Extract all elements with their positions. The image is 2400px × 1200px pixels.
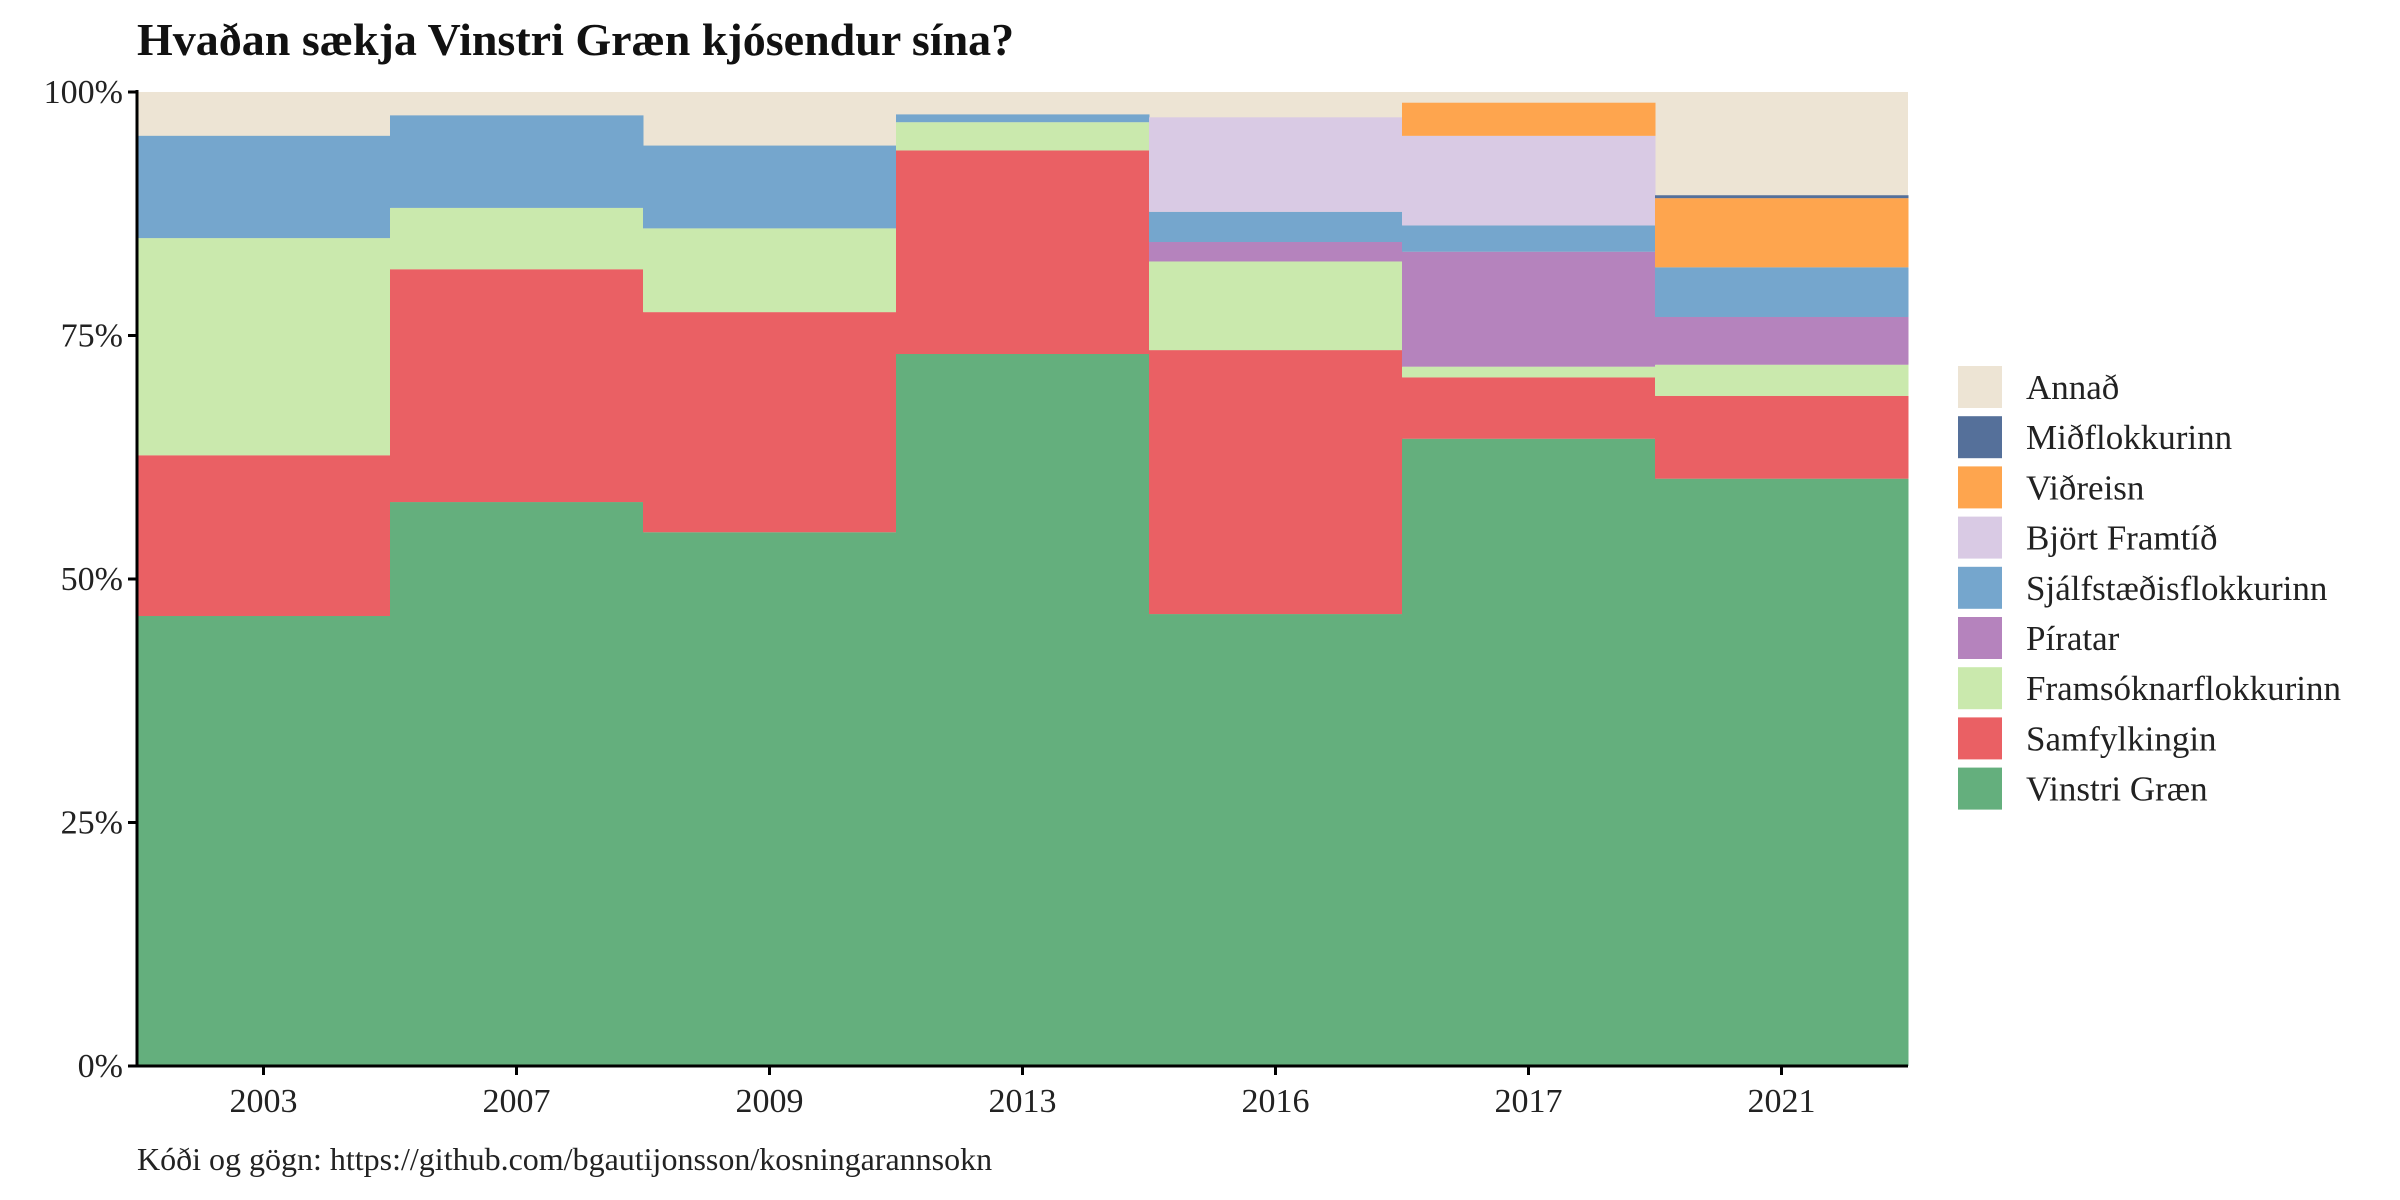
bar-2017-series-2 [1402, 366, 1656, 378]
legend-swatch [1958, 566, 2002, 609]
bar-2013-series-2 [896, 122, 1150, 151]
bar-2013-series-1 [896, 150, 1150, 355]
bar-2017-series-6 [1402, 102, 1656, 136]
bar-2016-series-0 [1149, 614, 1403, 1066]
x-tick-label: 2013 [989, 1083, 1057, 1120]
y-tick-label: 25% [61, 805, 123, 842]
legend-label: Sjálfstæðisflokkurinn [2026, 569, 2327, 608]
bar-2007-series-0 [390, 502, 644, 1067]
bar-2016-series-5 [1149, 117, 1403, 212]
x-tick-label: 2021 [1748, 1083, 1816, 1120]
bar-2003-series-2 [137, 238, 391, 456]
bar-2017-series-0 [1402, 438, 1656, 1066]
chart-caption: Kóði og gögn: https://github.com/bgautij… [137, 1141, 992, 1177]
bar-2021-series-4 [1655, 267, 1909, 317]
legend-swatch [1958, 416, 2002, 459]
legend-swatch [1958, 717, 2002, 760]
bar-2013-series-0 [896, 354, 1150, 1067]
bar-2003-series-0 [137, 616, 391, 1066]
bar-2009-series-4 [643, 145, 897, 229]
bar-2021-series-2 [1655, 364, 1909, 396]
y-axis-ticks: 0% 25% 50% 75% 100% [44, 74, 137, 1085]
y-tick-label: 75% [61, 318, 123, 355]
bar-2017-series-4 [1402, 225, 1656, 252]
legend-swatch [1958, 617, 2002, 659]
legend-label: Björt Framtíð [2026, 519, 2218, 558]
bar-2003-series-4 [137, 135, 391, 239]
legend-swatch [1958, 667, 2002, 710]
x-tick-label: 2009 [736, 1083, 804, 1120]
bar-2009-series-0 [643, 532, 897, 1066]
legend-swatch [1958, 767, 2002, 810]
legend-swatch [1958, 466, 2002, 509]
bar-2013-series-4 [896, 114, 1150, 123]
bar-2017-series-3 [1402, 251, 1656, 367]
bar-2021-series-1 [1655, 395, 1909, 479]
legend-label: Framsóknarflokkurinn [2026, 669, 2341, 708]
bars [137, 102, 1909, 1067]
bar-2017-series-1 [1402, 377, 1656, 439]
bar-2021-series-7 [1655, 195, 1909, 199]
bar-2017-series-5 [1402, 135, 1656, 226]
x-tick-label: 2007 [483, 1083, 551, 1120]
chart-title: Hvaðan sækja Vinstri Græn kjósendur sína… [137, 14, 1014, 65]
legend-swatch [1958, 516, 2002, 559]
bar-2009-series-1 [643, 312, 897, 533]
legend-label: Samfylkingin [2026, 719, 2217, 758]
y-tick-label: 50% [61, 561, 123, 598]
bar-2021-series-3 [1655, 316, 1909, 365]
y-tick-label: 0% [78, 1048, 123, 1085]
x-tick-label: 2017 [1495, 1083, 1563, 1120]
bar-2021-series-0 [1655, 478, 1909, 1067]
legend-label: Píratar [2026, 619, 2120, 658]
x-tick-label: 2003 [230, 1083, 298, 1120]
legend-label: Miðflokkurinn [2026, 418, 2232, 457]
bar-2003-series-1 [137, 455, 391, 617]
bar-2007-series-2 [390, 207, 644, 270]
bar-2007-series-4 [390, 115, 644, 208]
bar-2016-series-1 [1149, 350, 1403, 615]
bar-2016-series-4 [1149, 211, 1403, 242]
bar-2009-series-2 [643, 228, 897, 313]
legend-label: Viðreisn [2026, 468, 2144, 507]
y-tick-label: 100% [44, 74, 123, 111]
legend-label: Vinstri Græn [2026, 770, 2208, 809]
legend-swatch [1958, 366, 2002, 408]
x-tick-label: 2016 [1242, 1083, 1310, 1120]
bar-2016-series-2 [1149, 261, 1403, 351]
bar-2007-series-1 [390, 269, 644, 503]
x-axis-ticks: 2003 2007 2009 2013 2016 2017 2021 [230, 1066, 1816, 1120]
bar-2021-series-6 [1655, 198, 1909, 268]
legend-label: Annað [2026, 368, 2119, 407]
bar-2016-series-3 [1149, 241, 1403, 262]
legend: Annað Miðflokkurinn Viðreisn Björt Framtíð S… [1958, 366, 2341, 810]
